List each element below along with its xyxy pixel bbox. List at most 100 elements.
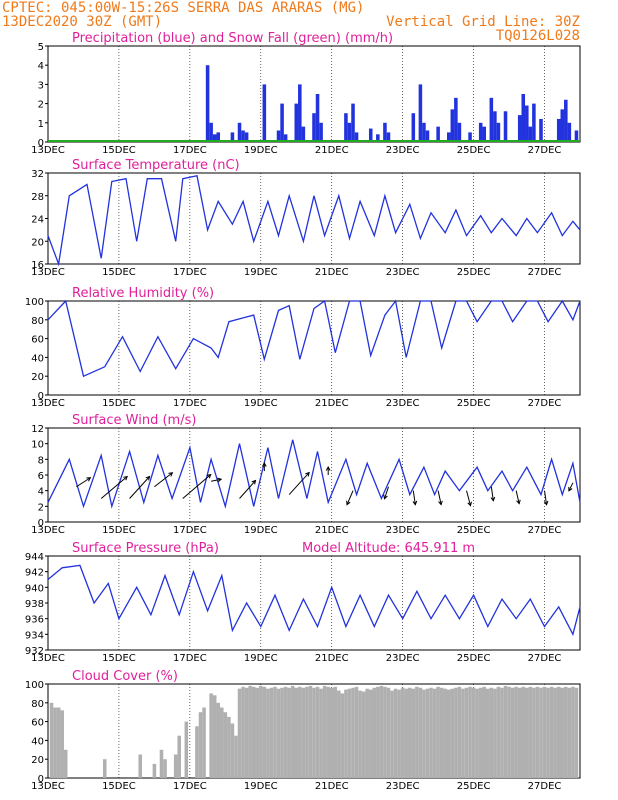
cloud-cover-bar xyxy=(152,763,157,778)
wind-line xyxy=(47,439,581,509)
precip-bar xyxy=(525,105,529,142)
wind-xtick-label: 15DEC xyxy=(102,525,136,536)
precip-bar xyxy=(312,113,316,142)
wind-arrow-head xyxy=(467,501,472,507)
cloud-cover-bar xyxy=(443,688,447,778)
cloud-cover-title: Cloud Cover (%) xyxy=(72,669,178,684)
cloud-cover-bar xyxy=(312,687,316,778)
precip-bar xyxy=(539,118,543,142)
temperature-xtick-label: 21DEC xyxy=(315,267,349,278)
precip-bar xyxy=(447,132,451,142)
precip-bar xyxy=(298,84,302,142)
wind-arrow-head xyxy=(251,479,257,485)
pressure-panel: 13DEC 15DEC 17DEC 19DEC 21DEC 23DEC 25DEC 27DEC… xyxy=(25,541,581,664)
wind-arrow xyxy=(384,486,389,499)
wind-arrow xyxy=(239,480,256,499)
cloud-cover-bar xyxy=(503,685,508,778)
temperature-ytick-label: 20 xyxy=(31,237,44,248)
cloud-cover-bar xyxy=(567,687,572,778)
wind-arrow-head xyxy=(305,471,310,477)
precip-bar xyxy=(436,126,440,142)
temperature-panel: 13DEC 15DEC 17DEC 19DEC 21DEC 23DEC 25DEC 27DEC… xyxy=(31,158,581,278)
cloud-cover-bar xyxy=(436,686,440,778)
wind-arrow-head xyxy=(261,462,267,467)
precip-xtick-label: 15DEC xyxy=(102,145,136,156)
cloud-cover-bar xyxy=(280,687,284,778)
cloud-cover-bar xyxy=(351,687,355,778)
wind-arrow xyxy=(346,490,354,505)
wind-arrow xyxy=(182,474,212,499)
precip-bar xyxy=(205,65,210,142)
wind-arrow xyxy=(412,490,416,505)
pressure-xtick-label: 19DEC xyxy=(244,653,278,664)
precip-bar xyxy=(482,126,487,142)
pressure-xtick-label: 23DEC xyxy=(386,653,420,664)
precip-bar xyxy=(216,132,221,142)
wind-ytick-label: 6 xyxy=(38,471,44,482)
wind-arrow-head xyxy=(145,475,151,481)
cloud-cover-bar xyxy=(489,687,494,778)
wind-arrow xyxy=(288,472,310,495)
precip-bar xyxy=(244,132,249,142)
precip-xtick-label: 19DEC xyxy=(244,145,278,156)
precip-xtick-label: 21DEC xyxy=(315,145,349,156)
cloud-cover-bar xyxy=(528,686,533,778)
wind-arrow xyxy=(129,476,150,499)
humidity-xtick-label: 13DEC xyxy=(31,398,65,409)
pressure-xtick-label: 15DEC xyxy=(102,653,136,664)
pressure-xtick-label: 13DEC xyxy=(31,653,65,664)
temperature-xtick-label: 19DEC xyxy=(244,267,278,278)
precip-ytick-label: 1 xyxy=(38,119,44,130)
cloud-cover-bar xyxy=(525,687,529,778)
precip-bar xyxy=(347,122,352,142)
precip-xtick-label: 23DEC xyxy=(386,145,420,156)
cloud-cover-bar xyxy=(447,689,451,778)
precip-bar xyxy=(301,126,306,142)
precip-ytick-label: 5 xyxy=(38,42,44,53)
temperature-xtick-label: 15DEC xyxy=(102,267,136,278)
cloud-cover-bar xyxy=(198,712,203,778)
header-run-time: 13DEC2020 30Z (GMT) xyxy=(2,14,162,30)
wind-xtick-label: 17DEC xyxy=(173,525,207,536)
cloud-cover-bar xyxy=(390,690,394,778)
humidity-xtick-label: 17DEC xyxy=(173,398,207,409)
wind-arrow-head xyxy=(412,500,418,506)
cloud-cover-bar xyxy=(315,686,320,778)
cloud-cover-ytick-label: 0 xyxy=(38,774,44,785)
precip-bar xyxy=(418,84,423,142)
cloud-cover-bar xyxy=(407,687,412,778)
humidity-title: Relative Humidity (%) xyxy=(72,286,214,301)
cloud-cover-bar xyxy=(333,686,338,778)
cloud-cover-bar xyxy=(177,735,181,778)
precip-bar xyxy=(262,84,267,142)
cloud-cover-bar xyxy=(273,686,277,778)
cloud-cover-bar xyxy=(269,687,274,778)
precip-bar xyxy=(354,132,359,142)
wind-arrow-head xyxy=(516,499,521,505)
precip-bar xyxy=(368,128,373,142)
cloud-cover-bar xyxy=(556,686,561,778)
cloud-cover-bar xyxy=(223,712,228,778)
cloud-cover-bar xyxy=(358,690,362,778)
cloud-cover-bar xyxy=(241,686,245,778)
cloud-cover-bar xyxy=(326,686,330,778)
precip-bar xyxy=(376,134,380,142)
cloud-cover-bar xyxy=(425,688,430,778)
cloud-cover-bar xyxy=(60,710,64,778)
humidity-ytick-label: 20 xyxy=(31,372,44,383)
cloud-cover-bar xyxy=(493,688,497,778)
cloud-cover-bar xyxy=(209,693,213,778)
cloud-cover-bar xyxy=(340,693,345,778)
cloud-cover-xtick-label: 25DEC xyxy=(457,781,491,792)
cloud-cover-bar xyxy=(305,686,309,778)
cloud-cover-bar xyxy=(532,687,536,778)
wind-arrow xyxy=(437,490,442,505)
precip-bar xyxy=(212,134,217,142)
wind-arrow-head xyxy=(325,465,331,471)
precip-bar xyxy=(425,130,430,142)
precip-xtick-label: 13DEC xyxy=(31,145,65,156)
pressure-extra-label: Model Altitude: 645.911 m xyxy=(302,541,475,556)
cloud-cover-bar xyxy=(163,759,167,778)
wind-frame xyxy=(47,427,581,523)
cloud-cover-bar xyxy=(255,687,260,778)
